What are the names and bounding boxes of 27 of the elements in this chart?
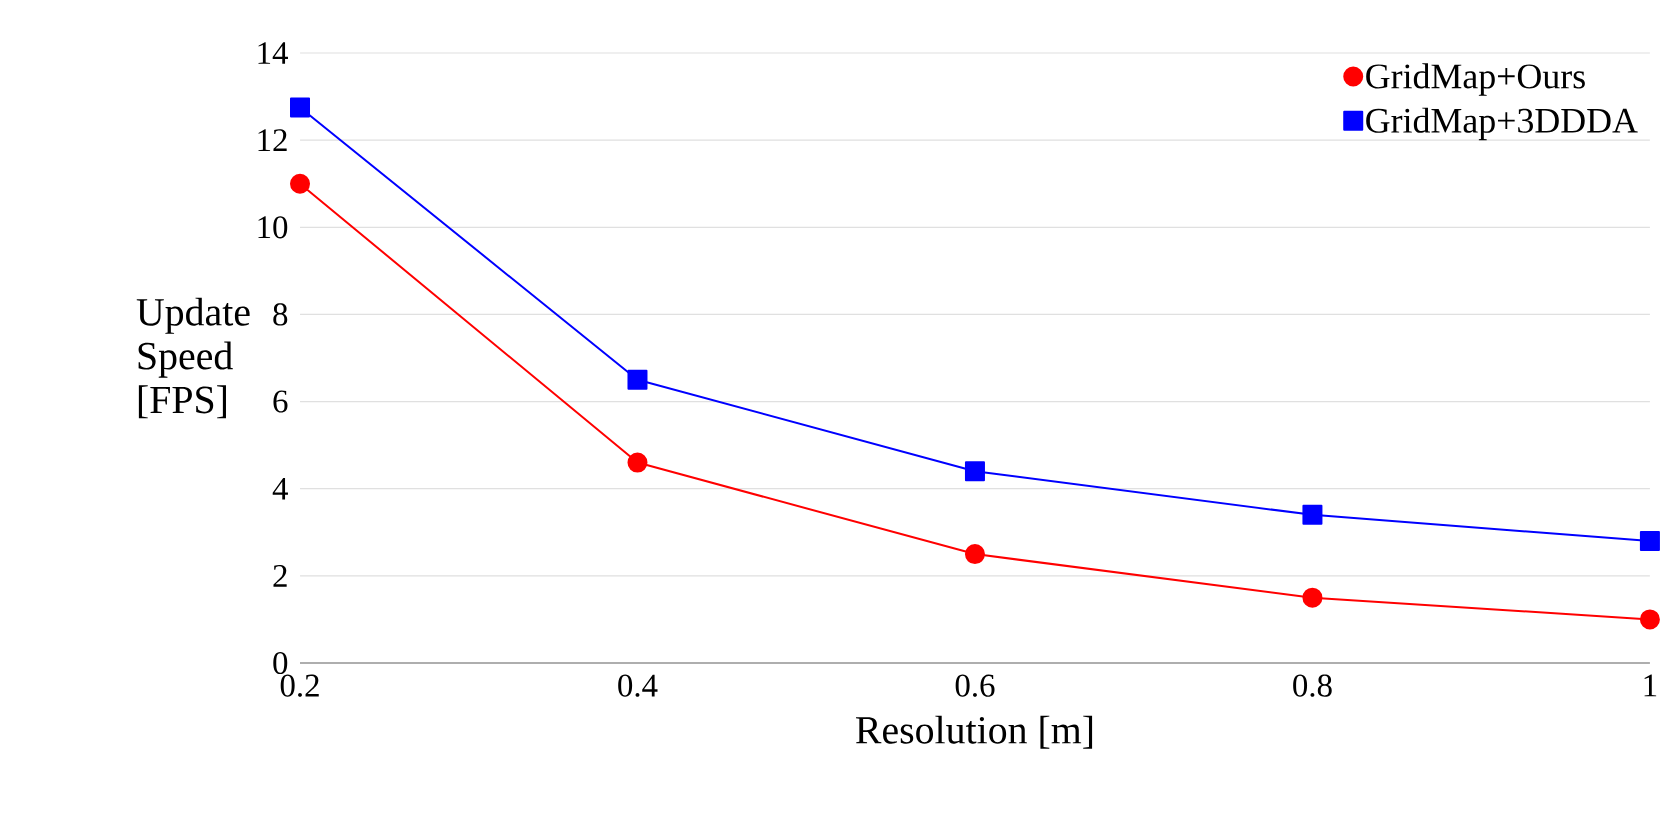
point: [290, 97, 310, 118]
x-tick-label: 0.8: [1293, 674, 1332, 697]
point: [627, 452, 648, 473]
y-tick-label: 0: [273, 651, 288, 675]
x-tick-label: 0.6: [955, 674, 995, 697]
legend-label: GridMap+Ours: [1366, 63, 1585, 96]
y-tick-label: 10: [258, 216, 288, 239]
y-tick-label: 14: [258, 42, 288, 64]
y-axis-title: Update Speed [FPS]: [136, 297, 250, 419]
point: [1302, 587, 1323, 608]
x-tick-label: 0.4: [618, 674, 658, 697]
y-tick-label: 4: [272, 477, 288, 500]
point: [964, 461, 985, 482]
y-tick-label: 2: [273, 564, 287, 587]
x-tick-label: 0.2: [280, 674, 319, 697]
point: [964, 544, 985, 565]
y-tick-label: 12: [258, 129, 287, 152]
point: [627, 369, 648, 390]
point: [290, 173, 310, 194]
point: [1639, 609, 1660, 630]
legend-label: GridMap+3DDDA: [1366, 107, 1638, 141]
y-tick-label: 8: [273, 303, 288, 326]
point: [1639, 531, 1660, 551]
y-tick-label: 6: [273, 390, 288, 413]
x-axis-title: Resolution [m]: [856, 715, 1093, 749]
point: [1302, 504, 1323, 525]
x-tick-label: 1: [1644, 674, 1657, 697]
